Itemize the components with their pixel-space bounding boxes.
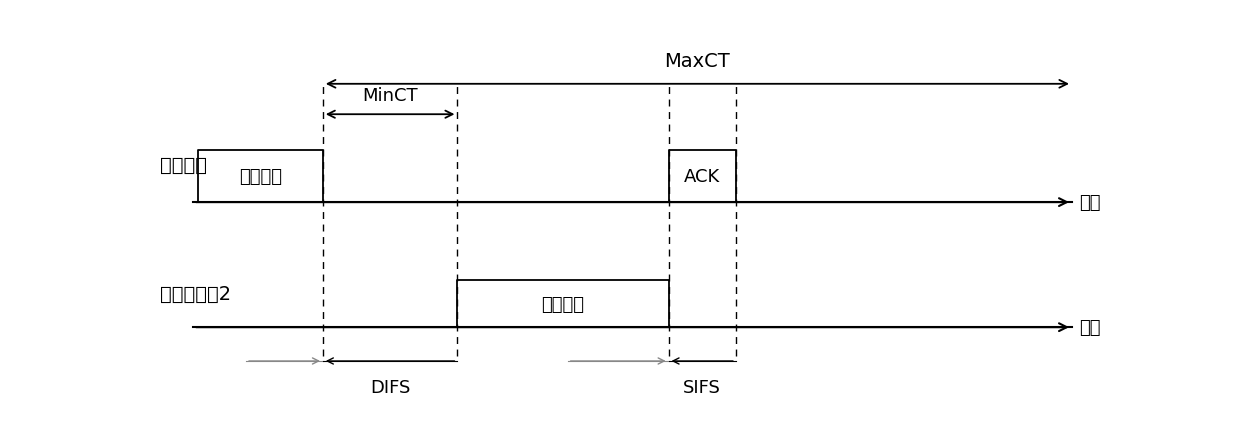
Text: 时间: 时间 (1079, 318, 1101, 336)
Text: MaxCT: MaxCT (664, 52, 730, 71)
Text: ACK: ACK (684, 167, 720, 185)
Text: MinCT: MinCT (362, 87, 418, 105)
Text: 扫描站点: 扫描站点 (160, 156, 207, 175)
Text: DIFS: DIFS (370, 378, 410, 396)
Text: 时间: 时间 (1079, 194, 1101, 212)
Text: SIFS: SIFS (683, 378, 721, 396)
Text: 探测应答方2: 探测应答方2 (160, 284, 230, 303)
Text: 探测请求: 探测请求 (239, 167, 282, 185)
Text: 探测响应: 探测响应 (541, 295, 585, 313)
